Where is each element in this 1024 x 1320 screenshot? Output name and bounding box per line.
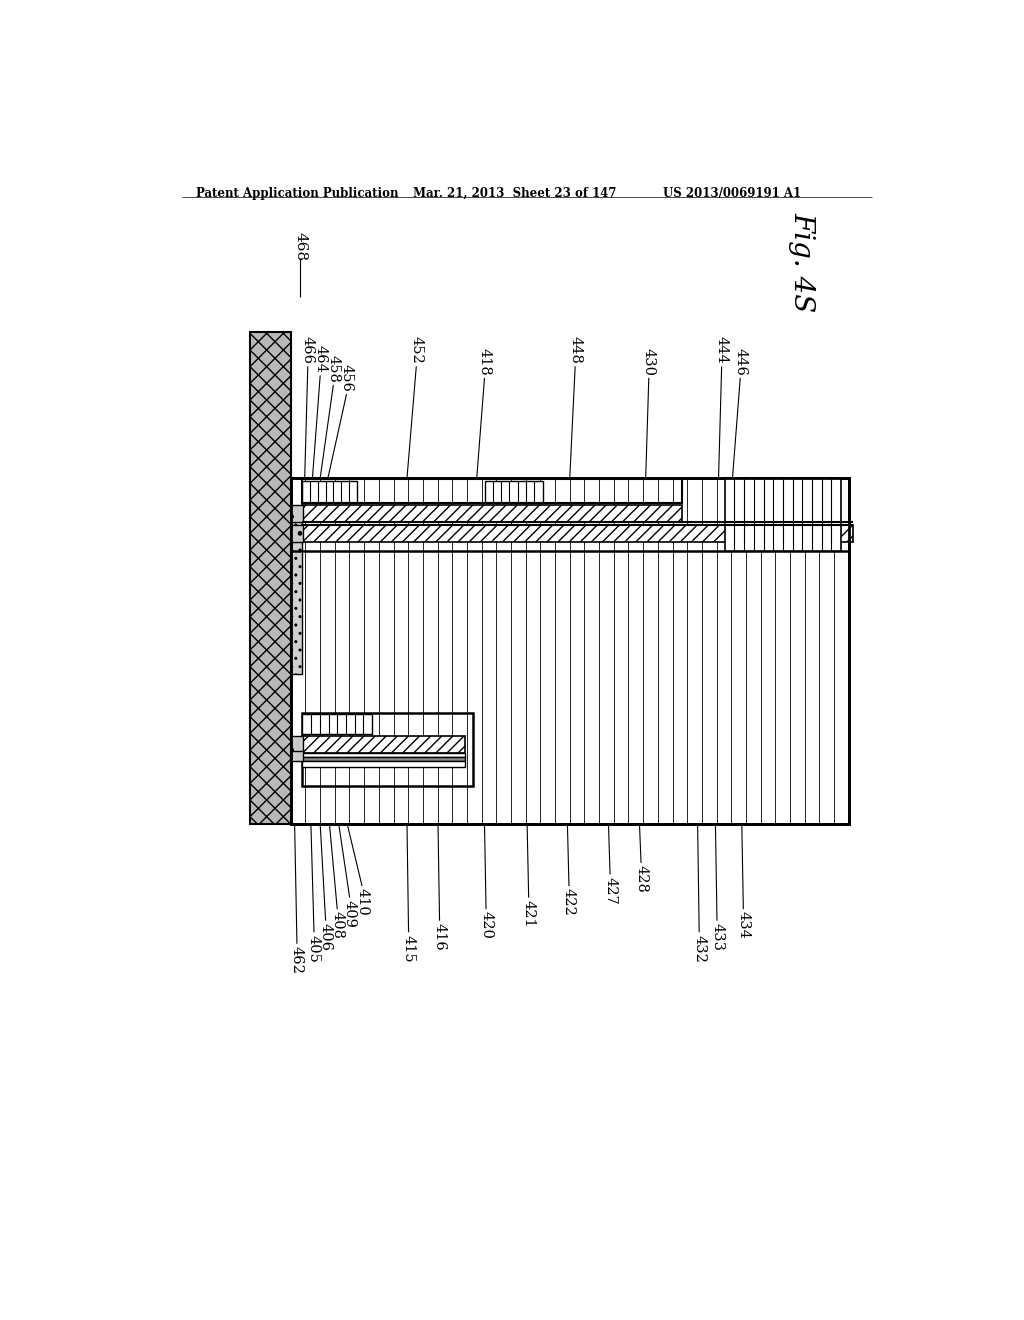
Text: 468: 468	[293, 232, 307, 261]
Text: 466: 466	[301, 337, 314, 364]
Text: 433: 433	[710, 923, 724, 950]
Bar	[291, 737, 303, 752]
Text: 464: 464	[313, 346, 328, 374]
Bar	[302, 479, 682, 503]
Text: 409: 409	[343, 900, 356, 928]
Text: 432: 432	[692, 935, 707, 962]
Bar	[291, 525, 303, 543]
Bar	[302, 756, 465, 762]
Text: 448: 448	[568, 337, 583, 364]
Bar	[291, 478, 849, 825]
Text: 406: 406	[318, 923, 333, 950]
Bar	[302, 752, 465, 756]
Bar	[291, 506, 303, 521]
Text: 462: 462	[290, 946, 304, 974]
Text: 456: 456	[340, 364, 353, 392]
Bar	[291, 478, 849, 552]
Bar	[251, 331, 291, 825]
Bar	[302, 506, 682, 521]
Bar	[302, 480, 356, 503]
Bar	[725, 478, 841, 552]
Bar	[302, 525, 853, 543]
Bar	[291, 516, 302, 675]
Text: 430: 430	[642, 347, 655, 376]
Text: 416: 416	[432, 923, 446, 950]
Bar	[291, 751, 303, 762]
Bar	[291, 478, 849, 825]
Text: 427: 427	[603, 876, 617, 904]
Text: 421: 421	[521, 900, 536, 928]
Text: 458: 458	[327, 355, 340, 383]
Text: 446: 446	[733, 347, 748, 376]
Bar	[302, 714, 372, 734]
Text: 405: 405	[307, 935, 321, 962]
Text: 434: 434	[736, 911, 751, 940]
Bar	[302, 737, 465, 752]
Text: 452: 452	[410, 337, 423, 364]
Text: Mar. 21, 2013  Sheet 23 of 147: Mar. 21, 2013 Sheet 23 of 147	[414, 187, 616, 199]
Text: 418: 418	[477, 347, 492, 376]
Text: 410: 410	[355, 888, 369, 916]
Text: US 2013/0069191 A1: US 2013/0069191 A1	[663, 187, 801, 199]
Text: 408: 408	[331, 911, 344, 940]
Text: 420: 420	[479, 911, 493, 940]
Text: 422: 422	[562, 888, 575, 916]
Bar	[302, 762, 465, 767]
Text: 428: 428	[634, 866, 648, 894]
Text: 415: 415	[401, 935, 416, 962]
Text: Patent Application Publication: Patent Application Publication	[197, 187, 398, 199]
Bar	[484, 480, 543, 503]
Text: 444: 444	[715, 337, 729, 364]
Bar	[302, 713, 473, 785]
Text: Fig. 4S: Fig. 4S	[788, 213, 816, 313]
